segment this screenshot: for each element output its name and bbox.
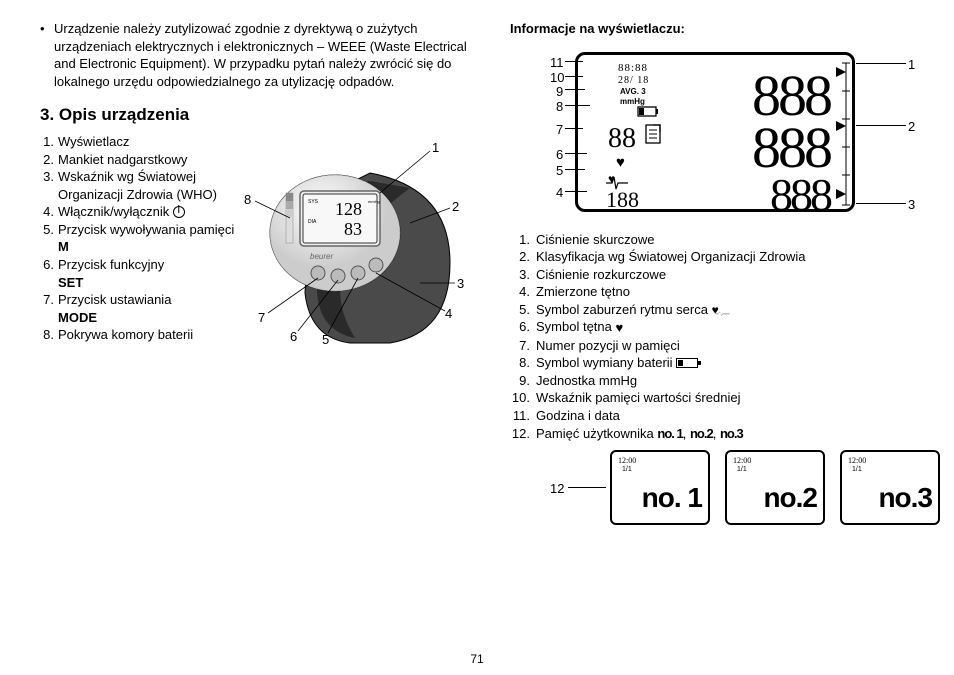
svg-text:888: 888 [770,169,832,215]
device-svg: 128 83 SYS DIA mmHg beurer [250,133,470,363]
right-column: Informacje na wyświetlaczu: 88:88 28/ 18… [510,20,950,535]
svg-text:mmHg: mmHg [620,97,645,106]
parts-list: 1.Wyświetlacz 2.Mankiet nadgarstkowy 3.W… [40,133,240,344]
svg-text:SYS: SYS [308,199,319,205]
weee-bullet: Urządzenie należy zutylizować zgodnie z … [40,20,480,90]
svg-text:28/ 18: 28/ 18 [618,75,649,86]
svg-text:188: 188 [606,187,639,212]
device-figure: 128 83 SYS DIA mmHg beurer [250,133,470,363]
svg-text:mmHg: mmHg [368,199,380,204]
battery-icon [676,358,698,368]
section-title: 3. Opis urządzenia [40,104,480,127]
left-column: Urządzenie należy zutylizować zgodnie z … [40,20,480,535]
user-memory-boxes: 12 12:00 1/1 no. 1 12:00 1/1 no.2 12:00 … [510,450,950,535]
svg-text:AVG. 3: AVG. 3 [620,87,646,96]
svg-text:83: 83 [344,219,362,239]
arrhythmia-icon [712,304,730,316]
display-heading: Informacje na wyświetlaczu: [510,20,950,38]
page-number: 71 [0,651,954,667]
weee-text: Urządzenie należy zutylizować zgodnie z … [54,21,467,89]
page: Urządzenie należy zutylizować zgodnie z … [0,0,954,545]
display-info-list: 1.Ciśnienie skurczowe 2.Klasyfikacja wg … [510,231,950,443]
heart-icon: ♥ [616,320,624,335]
display-figure: 88:88 28/ 18 AVG. 3 mmHg 88 ♥ [510,46,950,221]
user-box-2: 12:00 1/1 no.2 [725,450,825,525]
user-box-3: 12:00 1/1 no.3 [840,450,940,525]
svg-text:128: 128 [335,199,362,219]
power-icon [173,206,185,218]
display-box: 88:88 28/ 18 AVG. 3 mmHg 88 ♥ [575,52,855,212]
device-description-area: 1.Wyświetlacz 2.Mankiet nadgarstkowy 3.W… [40,133,480,393]
svg-text:88:88: 88:88 [618,62,648,74]
svg-text:beurer: beurer [310,252,333,261]
svg-text:♥: ♥ [616,154,625,171]
svg-text:DIA: DIA [308,219,317,225]
user-box-1: 12:00 1/1 no. 1 [610,450,710,525]
svg-text:88: 88 [608,123,636,154]
